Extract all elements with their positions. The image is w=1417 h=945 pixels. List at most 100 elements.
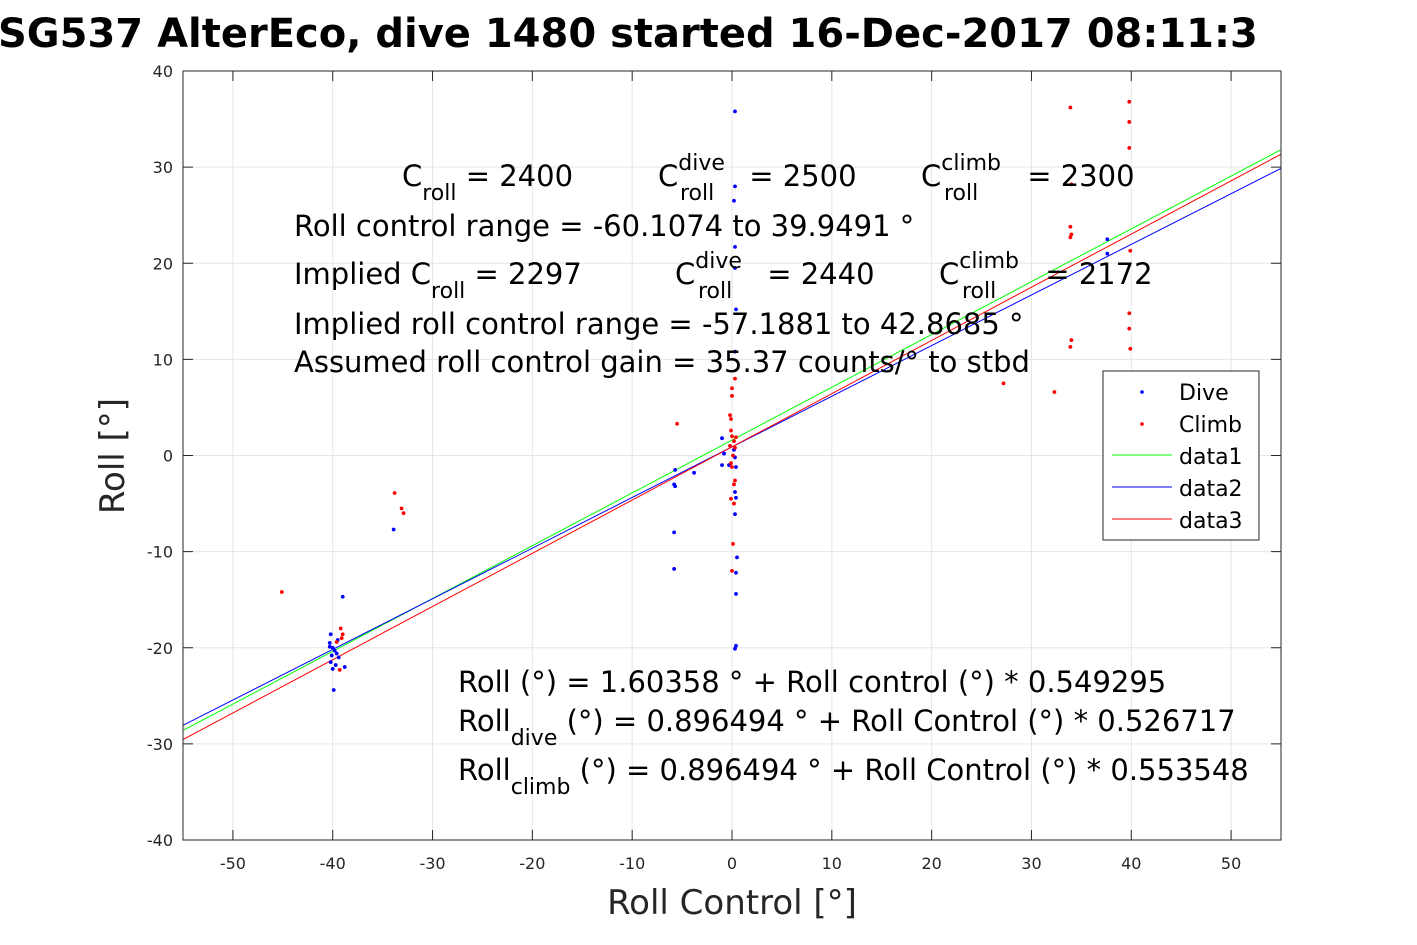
point-climb bbox=[730, 394, 734, 398]
point-climb bbox=[733, 445, 737, 450]
point-dive bbox=[672, 530, 677, 535]
x-tick-label: 30 bbox=[1021, 854, 1041, 873]
point-climb bbox=[1128, 346, 1133, 351]
point-climb bbox=[1127, 311, 1132, 316]
point-climb bbox=[334, 640, 339, 644]
point-climb bbox=[340, 632, 345, 637]
annotation-c-roll: Croll = 2400 bbox=[402, 159, 573, 206]
point-dive bbox=[734, 643, 738, 648]
point-dive bbox=[328, 660, 333, 665]
point-dive bbox=[733, 109, 737, 114]
point-dive bbox=[1105, 251, 1110, 256]
point-dive bbox=[673, 468, 678, 472]
x-tick-label: 40 bbox=[1121, 854, 1141, 873]
point-dive bbox=[733, 490, 737, 494]
annotation-implied-c-roll-dive: Cdive roll = 2440 bbox=[675, 249, 875, 304]
point-dive bbox=[330, 645, 335, 650]
point-climb bbox=[732, 439, 736, 443]
point-dive bbox=[720, 463, 724, 468]
chart-title: SG537 AlterEco, dive 1480 started 16-Dec… bbox=[0, 11, 1258, 57]
x-tick-label: -40 bbox=[320, 854, 346, 873]
point-dive bbox=[340, 594, 345, 599]
point-climb bbox=[1069, 232, 1074, 237]
point-dive bbox=[332, 648, 337, 653]
point-dive bbox=[733, 245, 737, 249]
y-tick-label: -40 bbox=[147, 831, 173, 850]
point-dive bbox=[732, 198, 736, 203]
point-dive bbox=[327, 641, 332, 645]
point-climb bbox=[729, 417, 733, 421]
legend-data2-label: data2 bbox=[1179, 477, 1243, 502]
point-dive bbox=[672, 567, 677, 571]
point-dive bbox=[733, 266, 737, 270]
point-climb bbox=[732, 482, 736, 487]
point-climb bbox=[729, 428, 733, 433]
point-climb bbox=[338, 626, 343, 631]
point-climb bbox=[733, 478, 737, 483]
series-line-data1 bbox=[182, 149, 1282, 731]
y-tick-label: 40 bbox=[153, 62, 173, 81]
point-dive bbox=[336, 655, 341, 660]
point-climb bbox=[401, 511, 406, 516]
point-climb bbox=[730, 386, 734, 391]
y-tick-label: -10 bbox=[147, 543, 173, 562]
point-dive bbox=[734, 465, 738, 469]
point-dive bbox=[328, 632, 333, 637]
annotation-c-roll-dive: Cdive roll = 2500 bbox=[658, 151, 857, 206]
point-climb bbox=[731, 453, 735, 458]
point-dive bbox=[673, 484, 678, 489]
series-line-data3 bbox=[182, 153, 1282, 740]
point-climb bbox=[1127, 326, 1132, 331]
x-tick-label: 20 bbox=[921, 854, 941, 873]
point-climb bbox=[733, 376, 737, 381]
point-climb bbox=[339, 636, 344, 641]
annotation-gain: Assumed roll control gain = 35.37 counts… bbox=[294, 345, 1030, 379]
point-climb bbox=[730, 465, 734, 469]
legend-dive-marker bbox=[1140, 390, 1144, 394]
point-climb bbox=[1069, 182, 1074, 187]
y-tick-label: -30 bbox=[147, 735, 173, 754]
point-climb bbox=[1001, 381, 1006, 386]
point-climb bbox=[1068, 105, 1073, 110]
point-climb bbox=[732, 501, 736, 506]
point-climb bbox=[730, 434, 734, 439]
x-tick-label: 0 bbox=[727, 854, 737, 873]
point-dive bbox=[342, 665, 347, 669]
point-climb bbox=[1068, 344, 1073, 349]
point-dive bbox=[733, 349, 737, 354]
point-dive bbox=[692, 470, 696, 475]
x-tick-label: -20 bbox=[519, 854, 545, 873]
fit-lines bbox=[182, 149, 1282, 740]
annotation-fit-dive: Rolldive (°) = 0.896494 ° + Roll Control… bbox=[458, 704, 1236, 751]
point-dive bbox=[733, 512, 737, 517]
data-points bbox=[279, 99, 1133, 692]
point-climb bbox=[1068, 235, 1073, 240]
point-climb bbox=[675, 421, 679, 426]
point-dive bbox=[327, 644, 332, 649]
point-climb bbox=[1068, 224, 1073, 229]
point-dive bbox=[331, 688, 336, 692]
legend-climb-marker bbox=[1140, 422, 1144, 426]
annotation-implied-c-roll-climb: Cclimb roll = 2172 bbox=[939, 249, 1153, 304]
point-dive bbox=[391, 527, 396, 532]
point-dive bbox=[734, 592, 738, 596]
point-dive bbox=[733, 646, 737, 651]
point-climb bbox=[1128, 248, 1133, 253]
y-tick-label: 30 bbox=[153, 158, 173, 177]
point-climb bbox=[731, 542, 735, 546]
y-tick-label: 10 bbox=[153, 350, 173, 369]
x-tick-label: -30 bbox=[419, 854, 445, 873]
annotation-c-roll-climb: Cclimb roll = 2300 bbox=[921, 151, 1135, 206]
y-tick-label: 20 bbox=[153, 254, 173, 273]
legend: Dive Climb data1 data2 data3 bbox=[1102, 370, 1260, 541]
legend-data1-label: data1 bbox=[1179, 445, 1243, 470]
annotation-implied-range: Implied roll control range = -57.1881 to… bbox=[294, 307, 1024, 341]
point-climb bbox=[728, 413, 732, 418]
annotation-implied-c-roll: Implied Croll = 2297 bbox=[294, 257, 582, 304]
point-dive bbox=[334, 651, 339, 656]
legend-data3-label: data3 bbox=[1179, 509, 1243, 534]
point-dive bbox=[330, 666, 335, 671]
point-dive bbox=[722, 451, 726, 456]
x-tick-label: -50 bbox=[220, 854, 246, 873]
point-climb bbox=[1052, 390, 1057, 394]
